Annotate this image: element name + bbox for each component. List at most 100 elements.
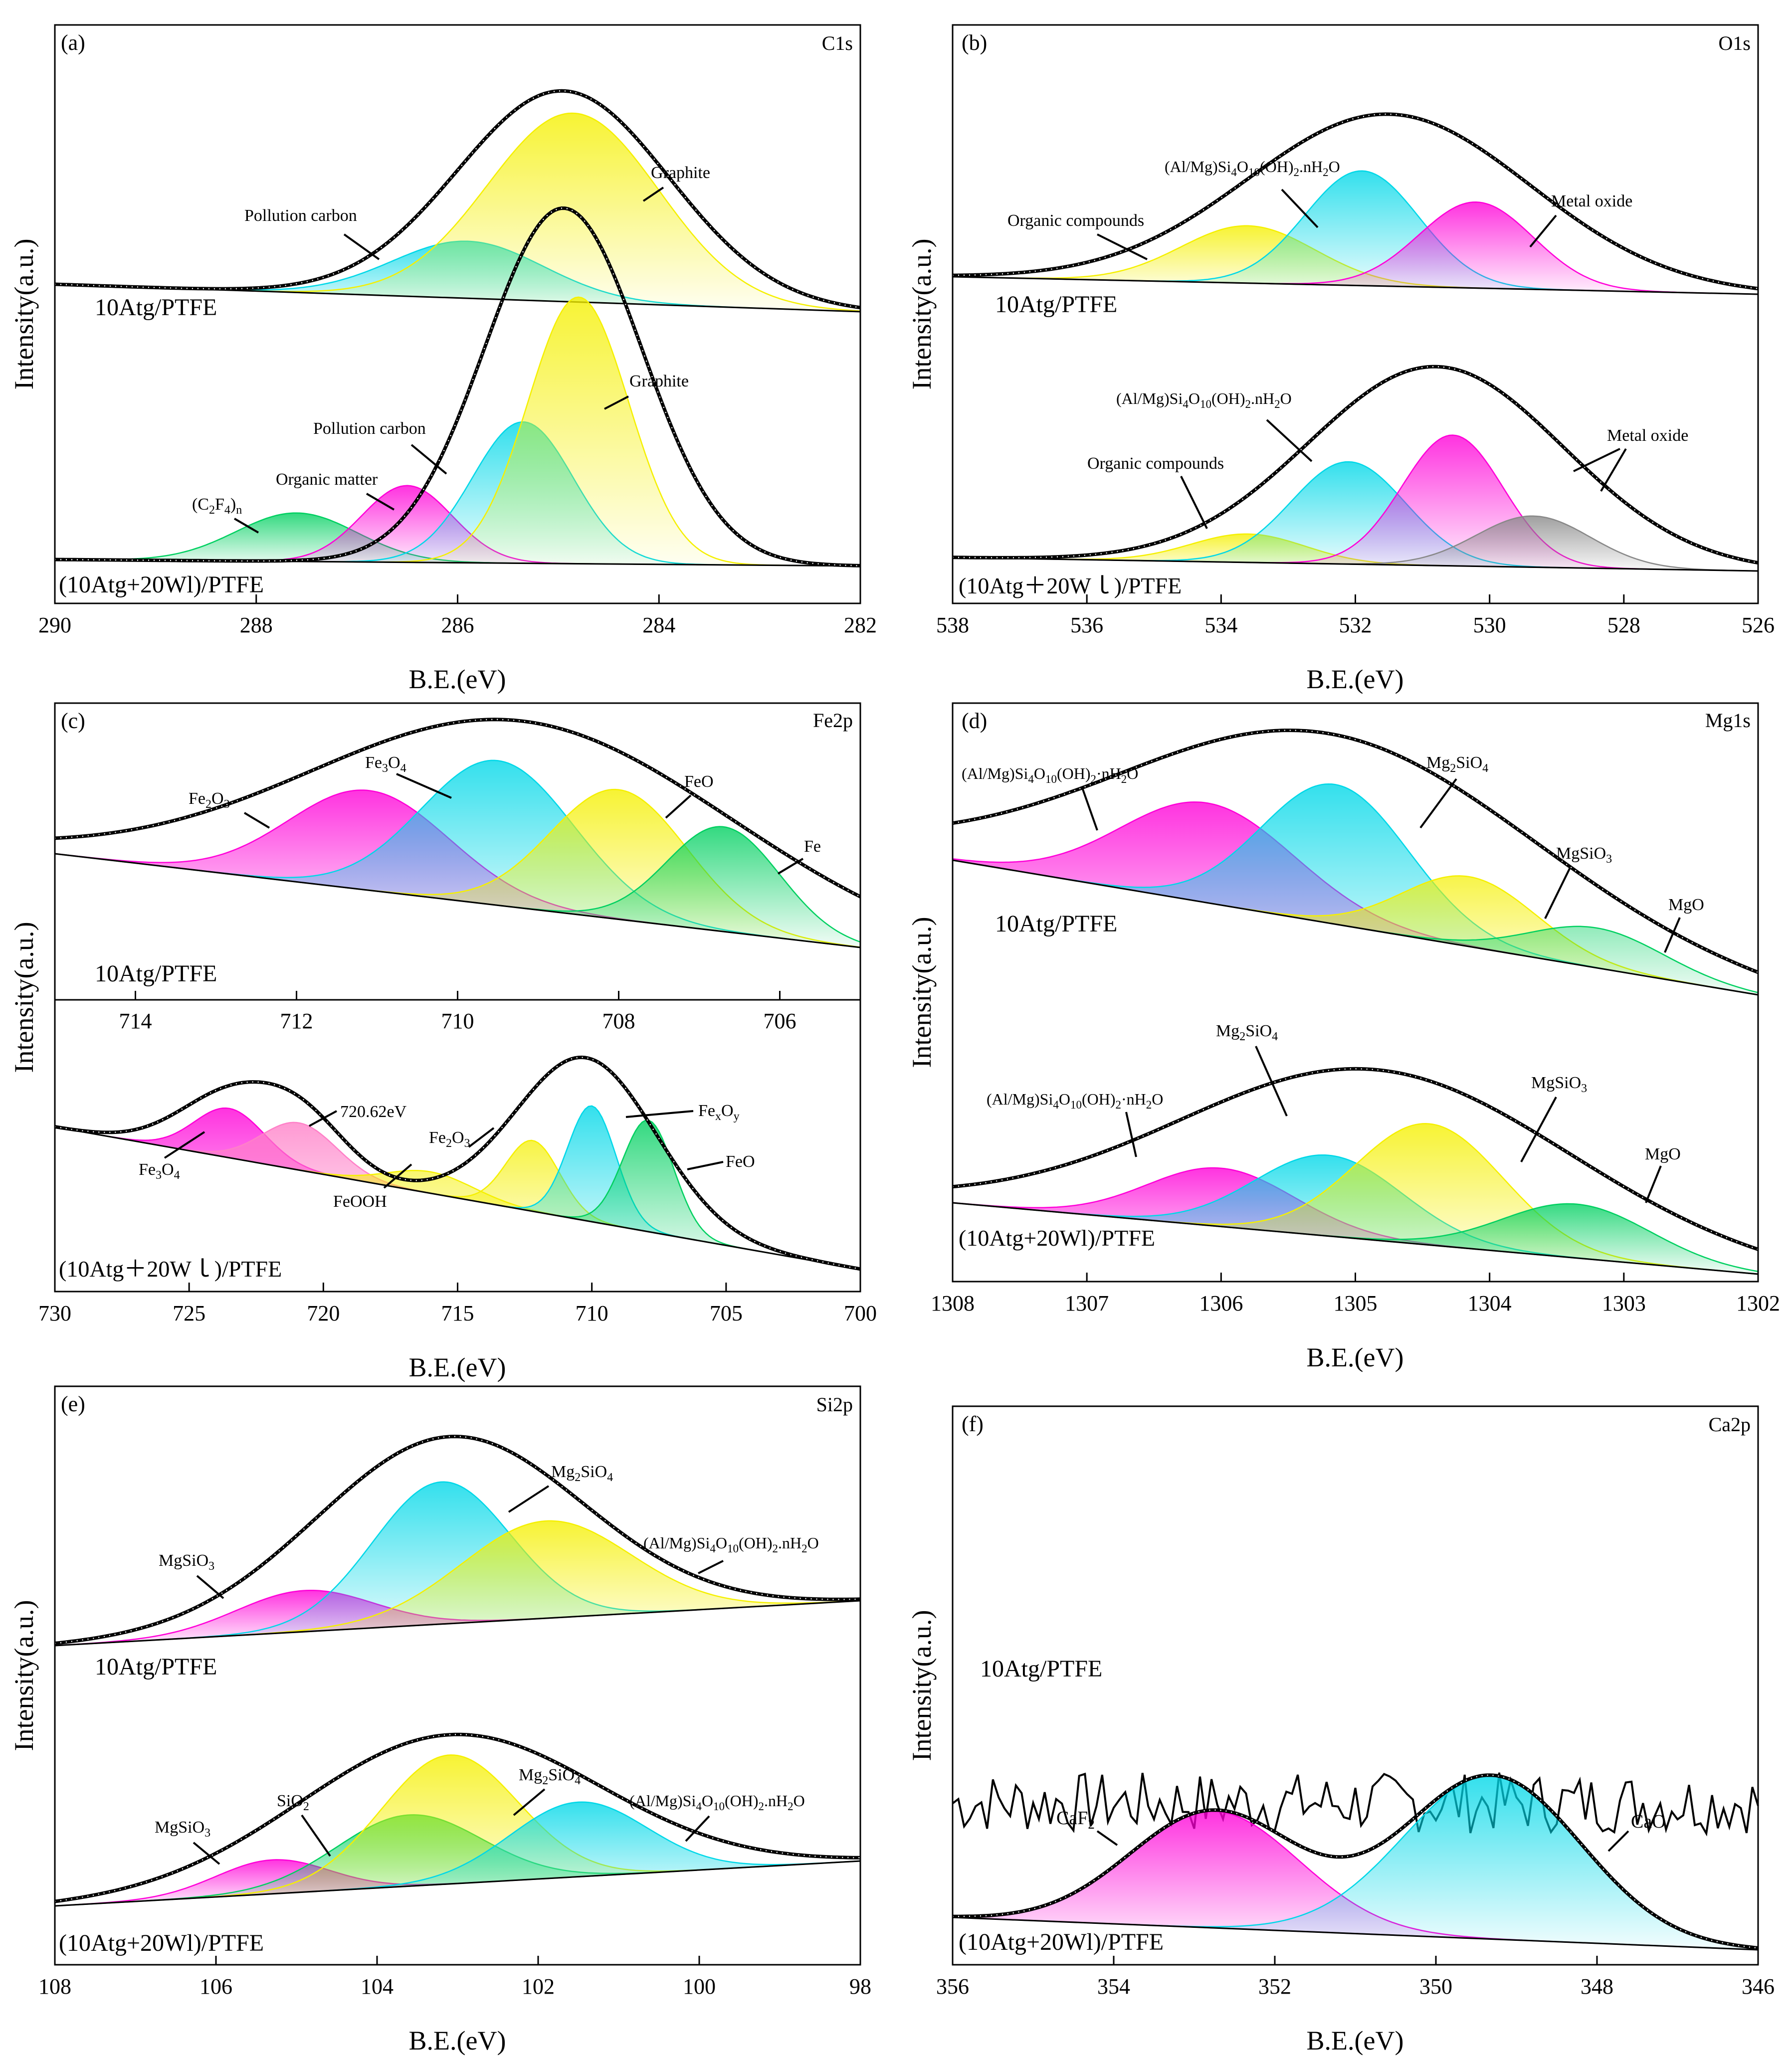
e-tick-label-1: 106 xyxy=(199,1974,232,1999)
element-label-e: Si2p xyxy=(816,1393,853,1416)
b-tick-label-2: 534 xyxy=(1204,613,1237,637)
sample-label-d2: (10Atg+20Wl)/PTFE xyxy=(959,1225,1155,1251)
annotation-pollution-carbon-a1: Pollution carbon xyxy=(244,206,357,225)
element-label-c: Fe2p xyxy=(813,709,853,732)
e-top-baseline xyxy=(54,1600,861,1647)
plot-d-curves xyxy=(952,729,1759,1275)
sample-label-a1: 10Atg/PTFE xyxy=(95,294,217,321)
panel-d: (d) Mg1s 10Atg/PTFE (10Atg+20Wl)/PTFE (A… xyxy=(907,702,1780,1372)
element-label-f: Ca2p xyxy=(1709,1413,1751,1436)
f-noise-trace xyxy=(952,1772,1759,1837)
plot-c-curves xyxy=(54,718,861,1271)
a-top-envelope xyxy=(54,89,861,310)
b-top-baseline xyxy=(952,276,1759,295)
x-axis-e: 108 106 104 102 100 98 xyxy=(38,1956,871,1999)
e-bottom-baseline xyxy=(54,1860,861,1907)
annotation-mg2sio4-e2: Mg2SiO4 xyxy=(519,1766,581,1787)
annotation-silicate-b2: (Al/Mg)Si4O10(OH)2.nH2O xyxy=(1116,389,1292,410)
f-tick-label-0: 356 xyxy=(936,1974,969,1999)
sample-label-f2: (10Atg+20Wl)/PTFE xyxy=(959,1929,1164,1955)
annotation-mgo-d1: MgO xyxy=(1668,896,1704,914)
a-tick-label-2: 286 xyxy=(441,613,474,637)
f-tick-label-2: 352 xyxy=(1258,1974,1291,1999)
c-bottom-tick-label-6: 700 xyxy=(844,1301,877,1325)
b-top-envelope xyxy=(953,112,1759,291)
arrows-a xyxy=(233,187,664,534)
sample-label-e2: (10Atg+20Wl)/PTFE xyxy=(59,1930,264,1956)
d-bottom-baseline xyxy=(952,1202,1759,1275)
annotation-mg2sio4-d2: Mg2SiO4 xyxy=(1216,1022,1278,1043)
d-tick-label-3: 1305 xyxy=(1334,1291,1378,1315)
x-axis-a: 290 288 286 284 282 xyxy=(38,594,877,637)
b-bottom-envelope xyxy=(952,365,1759,565)
c-bottom-tick-label-4: 710 xyxy=(576,1301,608,1325)
annotation-silicate-d1: (Al/Mg)Si4O10(OH)2·nH2O xyxy=(962,764,1138,785)
d-top-envelope-markers xyxy=(952,730,1759,973)
y-axis-label-d: Intensity(a.u.) xyxy=(907,917,937,1068)
annotation-metal-oxide-b2: Metal oxide xyxy=(1607,426,1688,445)
annotation-silicate-e1: (Al/Mg)Si4O10(OH)2.nH2O xyxy=(643,1534,819,1555)
annotation-organic-compounds-b2: Organic compounds xyxy=(1087,454,1224,473)
a-tick-label-4: 282 xyxy=(844,613,877,637)
y-axis-label-b: Intensity(a.u.) xyxy=(907,239,937,390)
c-top-envelope xyxy=(54,718,861,899)
arrows-f xyxy=(1096,1830,1629,1852)
annotation-720eV-c2: 720.62eV xyxy=(340,1103,407,1121)
e-tick-label-3: 102 xyxy=(522,1974,555,1999)
x-axis-label-f: B.E.(eV) xyxy=(1307,2026,1404,2056)
b-tick-label-6: 526 xyxy=(1742,613,1775,637)
panel-f: (f) Ca2p 10Atg/PTFE (10Atg+20Wl)/PTFE Ca… xyxy=(907,1405,1775,2056)
b-tick-label-0: 538 xyxy=(936,613,969,637)
x-axis-c: 714 712 710 708 706 730 725 720 715 710 705 700 xyxy=(38,991,877,1325)
d-tick-label-0: 1308 xyxy=(931,1291,975,1315)
d-bottom-envelope-markers xyxy=(952,1068,1759,1250)
sample-label-f1: 10Atg/PTFE xyxy=(980,1656,1102,1682)
annotation-mgsio3-e1: MgSiO3 xyxy=(159,1551,214,1573)
panel-label-c: (c) xyxy=(61,709,85,733)
annotation-fexoy-c2: FexOy xyxy=(698,1102,740,1123)
c-top-tick-label-1: 712 xyxy=(280,1009,313,1033)
y-axis-label-a: Intensity(a.u.) xyxy=(9,239,39,390)
annotation-metal-oxide-b1: Metal oxide xyxy=(1551,192,1632,210)
sample-label-d1: 10Atg/PTFE xyxy=(995,911,1117,937)
a-bottom-component-2 xyxy=(54,421,861,567)
annotation-mgo-d2: MgO xyxy=(1645,1145,1681,1163)
element-label-a: C1s xyxy=(822,32,853,54)
annotation-graphite-a1: Graphite xyxy=(651,164,710,182)
b-bottom-baseline xyxy=(952,557,1759,572)
element-label-d: Mg1s xyxy=(1705,709,1751,732)
element-label-b: O1s xyxy=(1719,32,1751,54)
plot-b-curves xyxy=(952,112,1759,572)
annotation-mgsio3-d1: MgSiO3 xyxy=(1556,844,1612,866)
c-top-tick-label-0: 714 xyxy=(119,1009,152,1033)
c-bottom-tick-label-2: 720 xyxy=(307,1301,340,1325)
annotation-organic-matter-a: Organic matter xyxy=(276,470,378,489)
d-tick-label-6: 1302 xyxy=(1736,1291,1780,1315)
c-bottom-baseline xyxy=(54,1126,861,1270)
annotation-pollution-carbon-a2: Pollution carbon xyxy=(313,419,426,438)
f-bottom-envelope xyxy=(953,1773,1759,1950)
annotation-mgsio3-d2: MgSiO3 xyxy=(1531,1074,1587,1095)
panel-label-d: (d) xyxy=(962,709,987,733)
b-tick-label-1: 536 xyxy=(1070,613,1103,637)
f-bottom-component-1 xyxy=(952,1775,1759,1951)
annotation-feo-c2: FeO xyxy=(726,1152,755,1171)
annotation-feo-c1: FeO xyxy=(684,772,714,791)
b-tick-label-5: 528 xyxy=(1607,613,1640,637)
panel-label-e: (e) xyxy=(61,1392,85,1416)
arrows-c xyxy=(164,773,804,1189)
plot-a-curves xyxy=(54,89,861,567)
annotation-graphite-a2: Graphite xyxy=(629,372,689,390)
annotation-silicate-b1: (Al/Mg)Si4O10(OH)2.nH2O xyxy=(1165,158,1340,179)
annotation-silicate-e2: (Al/Mg)Si4O10(OH)2.nH2O xyxy=(629,1792,805,1813)
x-axis-d: 1308 1307 1306 1305 1304 1303 1302 xyxy=(931,1273,1780,1315)
c-bottom-tick-label-0: 730 xyxy=(38,1301,71,1325)
e-tick-label-2: 104 xyxy=(361,1974,394,1999)
e-tick-label-0: 108 xyxy=(38,1974,71,1999)
x-axis-label-e: B.E.(eV) xyxy=(409,2026,506,2056)
e-tick-label-5: 98 xyxy=(849,1974,871,1999)
x-axis-label-b: B.E.(eV) xyxy=(1307,664,1404,694)
b-tick-label-3: 532 xyxy=(1339,613,1372,637)
annotation-fe3o4-c2: Fe3O4 xyxy=(139,1160,180,1182)
